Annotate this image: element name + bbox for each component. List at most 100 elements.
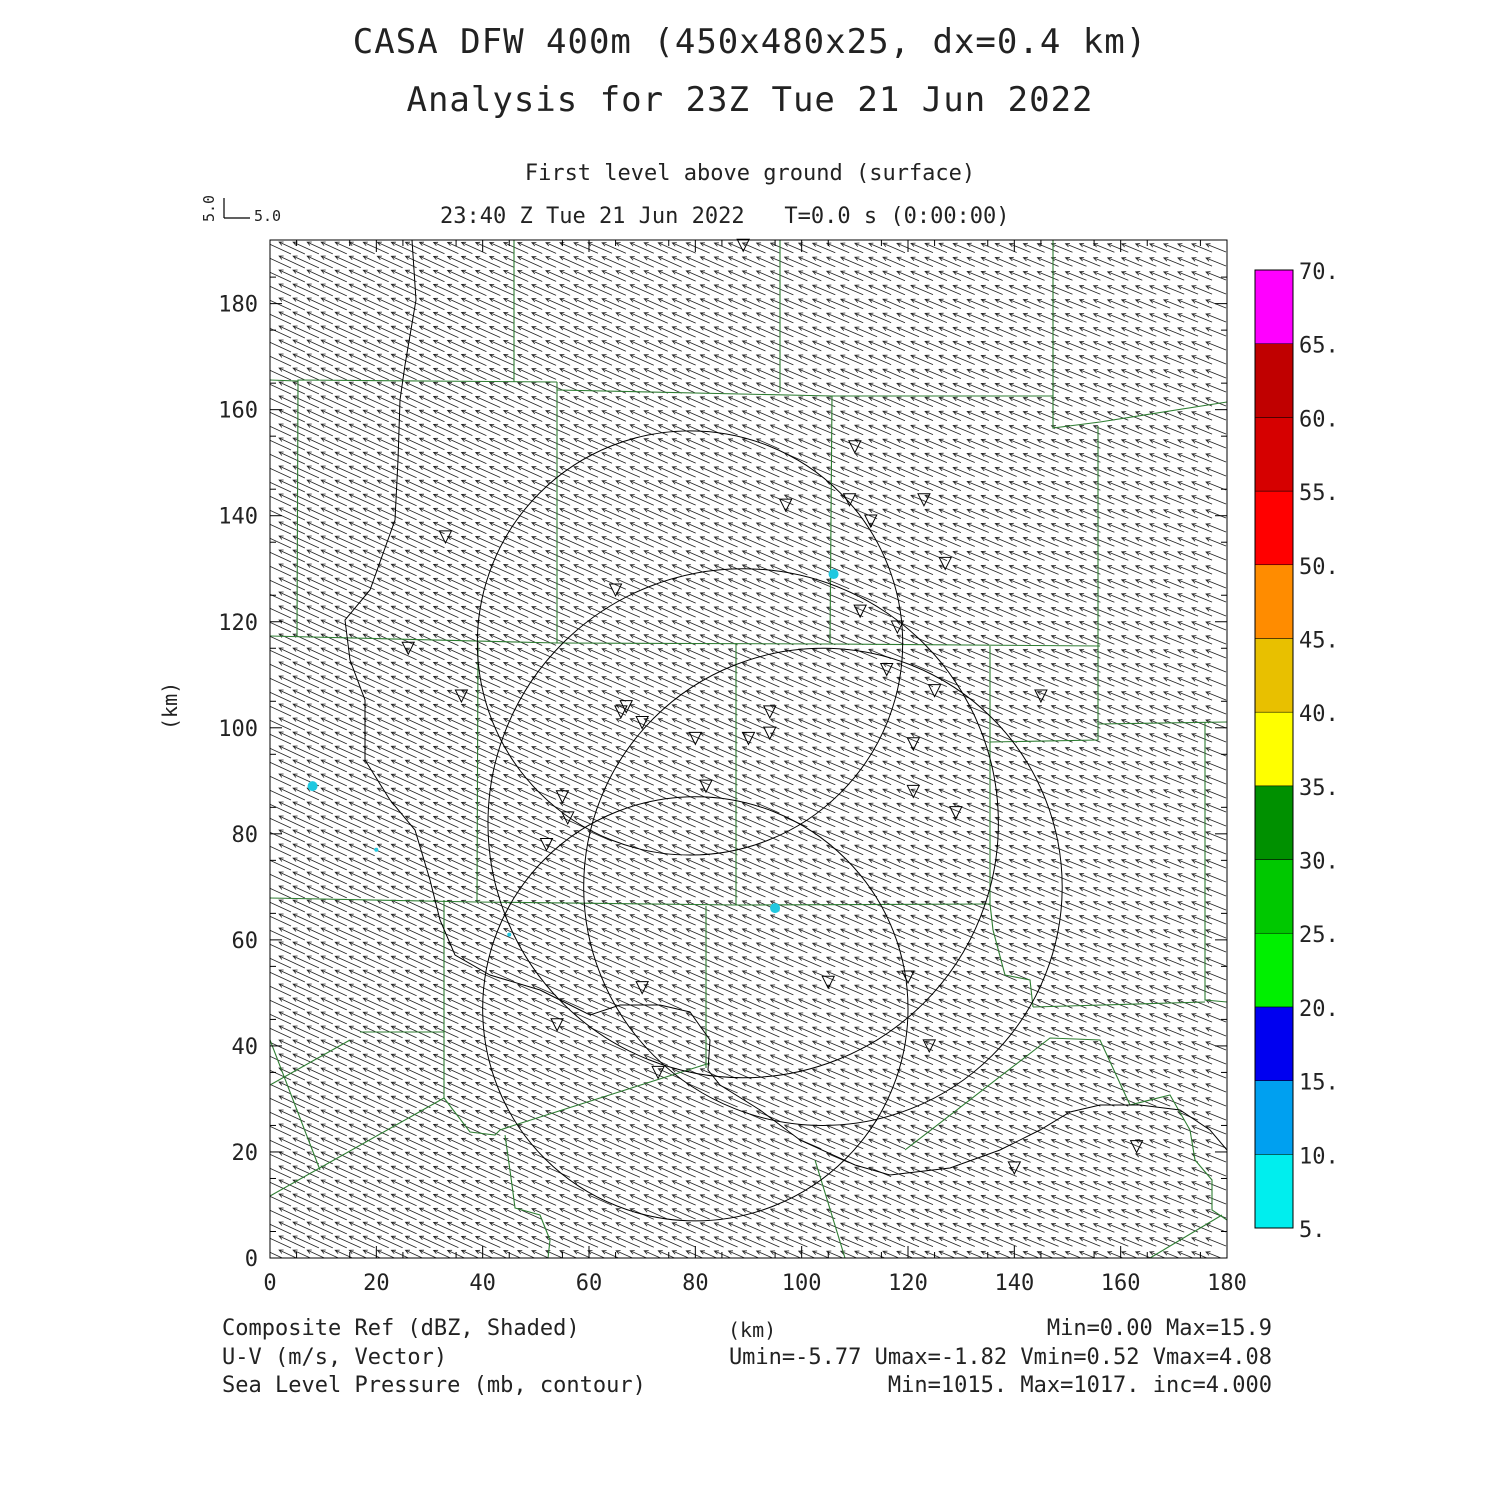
wind-vector bbox=[657, 1208, 682, 1220]
wind-vector bbox=[1162, 761, 1185, 771]
wind-vector bbox=[446, 465, 473, 478]
wind-vector bbox=[1134, 439, 1157, 449]
wind-vector bbox=[1205, 313, 1227, 323]
wind-vector bbox=[1106, 579, 1129, 589]
wind-vector bbox=[629, 578, 654, 590]
wind-vector bbox=[1092, 1181, 1115, 1191]
wind-vector bbox=[629, 1096, 654, 1108]
wind-vector bbox=[376, 759, 403, 773]
wind-vector bbox=[1205, 481, 1227, 491]
wind-vector bbox=[657, 312, 682, 324]
wind-vector bbox=[376, 605, 403, 619]
wind-vector bbox=[657, 284, 682, 296]
wind-vector bbox=[1205, 509, 1227, 519]
wind-vector bbox=[1120, 411, 1143, 421]
wind-vector bbox=[825, 494, 850, 506]
wind-vector bbox=[811, 312, 836, 324]
wind-vector bbox=[1036, 901, 1059, 911]
wind-vector bbox=[292, 955, 320, 969]
wind-vector bbox=[278, 1193, 306, 1207]
wind-vector bbox=[839, 718, 864, 730]
wind-vector bbox=[1134, 397, 1157, 407]
wind-vector bbox=[502, 1166, 529, 1178]
wind-vector bbox=[488, 1110, 515, 1122]
wind-vector bbox=[334, 717, 361, 731]
wind-vector bbox=[306, 1067, 333, 1081]
wind-vector bbox=[938, 634, 962, 645]
wind-vector bbox=[460, 563, 487, 576]
wind-vector bbox=[896, 956, 920, 968]
wind-vector bbox=[601, 270, 627, 282]
wind-vector bbox=[460, 479, 487, 492]
wind-vector bbox=[488, 1222, 515, 1234]
wind-vector bbox=[1120, 1069, 1143, 1079]
wind-vector bbox=[727, 1012, 752, 1024]
wind-vector bbox=[446, 745, 473, 758]
wind-vector bbox=[573, 648, 599, 660]
wind-vector bbox=[587, 956, 613, 968]
wind-vector bbox=[376, 1095, 403, 1109]
wind-vector bbox=[1134, 747, 1157, 757]
wind-vector bbox=[854, 564, 878, 576]
wind-vector bbox=[741, 522, 766, 534]
wind-vector bbox=[404, 605, 431, 619]
wind-vector bbox=[1092, 607, 1115, 617]
wind-vector bbox=[1106, 243, 1129, 253]
wind-vector bbox=[1148, 439, 1171, 449]
wind-vector bbox=[1036, 439, 1059, 449]
wind-vector bbox=[418, 367, 445, 381]
wind-vector bbox=[1008, 830, 1031, 841]
wind-vector bbox=[1078, 243, 1101, 253]
wind-vector bbox=[587, 1096, 613, 1108]
wind-vector bbox=[657, 564, 682, 576]
wind-vector bbox=[980, 466, 1003, 477]
wind-vector bbox=[727, 872, 752, 884]
wind-vector bbox=[1134, 1195, 1157, 1205]
wind-vector bbox=[1008, 914, 1031, 925]
wind-vector bbox=[797, 718, 822, 730]
wind-vector bbox=[348, 507, 375, 521]
wind-vector bbox=[924, 326, 948, 337]
wind-vector bbox=[278, 479, 306, 493]
wind-vector bbox=[278, 1179, 306, 1193]
wind-vector bbox=[699, 564, 724, 576]
wind-vector bbox=[699, 1236, 724, 1248]
wind-vector bbox=[460, 913, 487, 926]
wind-vector bbox=[545, 648, 571, 660]
wind-vector bbox=[727, 1250, 746, 1258]
wind-vector bbox=[615, 438, 641, 450]
wind-vector bbox=[601, 802, 627, 814]
wind-vector bbox=[1078, 1041, 1101, 1051]
wind-vector bbox=[1120, 243, 1143, 253]
wind-vector bbox=[278, 983, 306, 997]
wind-vector bbox=[334, 885, 361, 899]
wind-vector bbox=[1050, 761, 1073, 771]
wind-vector bbox=[952, 956, 975, 967]
wind-vector bbox=[854, 1236, 878, 1248]
wind-vector bbox=[671, 452, 696, 464]
wind-vector bbox=[502, 508, 529, 520]
wind-vector bbox=[1022, 788, 1045, 799]
wind-vector bbox=[1064, 1125, 1087, 1135]
wind-vector bbox=[910, 788, 934, 799]
wind-vector bbox=[713, 886, 738, 898]
wind-vector bbox=[270, 761, 292, 773]
wind-vector bbox=[559, 774, 585, 786]
wind-vector bbox=[1148, 957, 1171, 967]
wind-vector bbox=[320, 311, 347, 325]
wind-vector bbox=[362, 1235, 389, 1249]
wind-vector bbox=[797, 1180, 822, 1192]
wind-vector bbox=[516, 536, 543, 548]
wind-vector bbox=[460, 759, 487, 772]
wind-vector bbox=[1092, 789, 1115, 799]
wind-vector bbox=[727, 886, 752, 898]
wind-vector bbox=[825, 410, 850, 422]
wind-vector bbox=[1148, 243, 1171, 253]
wind-vector bbox=[980, 326, 1003, 337]
wind-vector bbox=[545, 242, 571, 254]
wind-vector bbox=[882, 858, 906, 870]
wind-vector bbox=[727, 970, 752, 982]
wind-vector bbox=[1092, 1167, 1115, 1177]
wind-vector bbox=[896, 1194, 920, 1206]
wind-vector bbox=[390, 717, 417, 731]
